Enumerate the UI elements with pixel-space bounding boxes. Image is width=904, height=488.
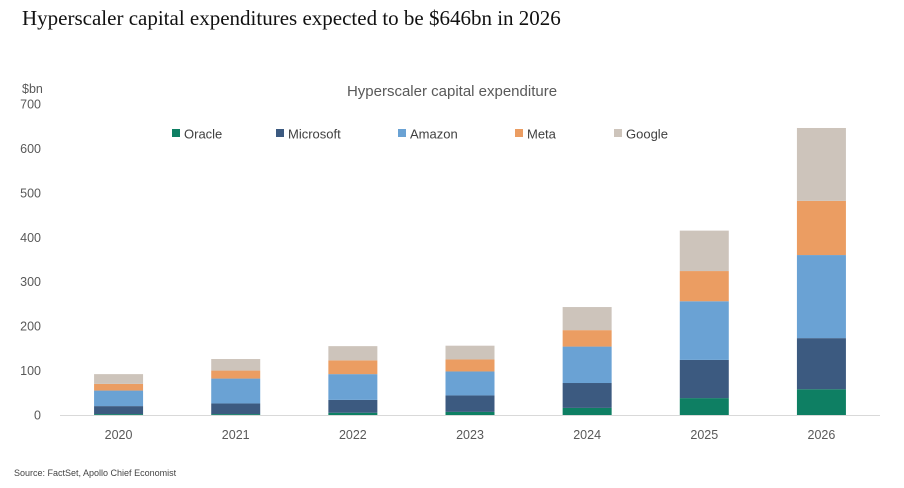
x-axis-ticks: 2020 2021 2022 2023 2024 2025 2026: [105, 428, 836, 442]
y-tick-label: 100: [20, 364, 41, 378]
bar-google-2022: [328, 346, 378, 361]
x-tick-label: 2025: [690, 428, 718, 442]
bar-meta-2023: [445, 359, 495, 372]
legend-swatch-meta: [515, 129, 523, 137]
source-note: Source: FactSet, Apollo Chief Economist: [14, 468, 177, 478]
bar-google-2020: [94, 374, 144, 384]
bar-meta-2021: [211, 370, 261, 379]
legend-label-oracle: Oracle: [184, 127, 222, 142]
bar-meta-2024: [562, 330, 612, 347]
y-tick-label: 700: [20, 98, 41, 112]
bar-microsoft-2022: [328, 399, 378, 413]
x-tick-label: 2024: [573, 428, 601, 442]
bar-microsoft-2025: [679, 359, 729, 399]
legend-swatch-google: [614, 129, 622, 137]
y-tick-label: 600: [20, 142, 41, 156]
bars: [94, 127, 846, 415]
page-headline: Hyperscaler capital expenditures expecte…: [22, 6, 561, 30]
legend-swatch-microsoft: [276, 129, 284, 137]
legend-label-microsoft: Microsoft: [288, 127, 341, 142]
legend-label-meta: Meta: [527, 127, 557, 142]
bar-amazon-2021: [211, 378, 261, 404]
bar-google-2023: [445, 345, 495, 360]
y-axis-ticks: 0 100 200 300 400 500 600 700: [20, 98, 41, 423]
bar-microsoft-2021: [211, 403, 261, 415]
bar-oracle-2021: [211, 414, 261, 415]
bar-oracle-2020: [94, 414, 144, 415]
bar-google-2024: [562, 307, 612, 331]
y-tick-label: 300: [20, 275, 41, 289]
bar-google-2021: [211, 359, 261, 371]
bar-oracle-2025: [679, 398, 729, 415]
legend-label-google: Google: [626, 127, 668, 142]
bar-amazon-2025: [679, 301, 729, 360]
y-tick-label: 200: [20, 320, 41, 334]
bar-oracle-2023: [445, 411, 495, 415]
bar-meta-2020: [94, 383, 144, 391]
bar-microsoft-2026: [796, 338, 846, 390]
stacked-bar-chart: Hyperscaler capital expenditure $bn 0 100…: [20, 82, 880, 442]
bar-amazon-2020: [94, 390, 144, 407]
y-tick-label: 400: [20, 231, 41, 245]
bar-meta-2026: [796, 200, 846, 256]
bar-microsoft-2023: [445, 395, 495, 412]
y-tick-label: 0: [34, 409, 41, 423]
legend-swatch-amazon: [398, 129, 406, 137]
legend: Oracle Microsoft Amazon Meta Google: [172, 127, 668, 142]
bar-amazon-2023: [445, 371, 495, 396]
bar-meta-2025: [679, 271, 729, 302]
bar-oracle-2024: [562, 407, 612, 415]
legend-label-amazon: Amazon: [410, 127, 458, 142]
x-tick-label: 2022: [339, 428, 367, 442]
x-tick-label: 2023: [456, 428, 484, 442]
x-tick-label: 2026: [808, 428, 836, 442]
bar-amazon-2024: [562, 346, 612, 384]
y-tick-label: 500: [20, 186, 41, 200]
bar-microsoft-2020: [94, 406, 144, 415]
y-axis-unit-label: $bn: [22, 82, 43, 96]
bar-microsoft-2024: [562, 383, 612, 408]
bar-amazon-2022: [328, 374, 378, 400]
chart-title: Hyperscaler capital expenditure: [347, 83, 557, 100]
bar-amazon-2026: [796, 255, 846, 339]
bar-oracle-2022: [328, 412, 378, 415]
x-tick-label: 2020: [105, 428, 133, 442]
legend-swatch-oracle: [172, 129, 180, 137]
x-tick-label: 2021: [222, 428, 250, 442]
bar-google-2026: [796, 127, 846, 201]
bar-meta-2022: [328, 360, 378, 375]
bar-oracle-2026: [796, 389, 846, 415]
bar-google-2025: [679, 230, 729, 272]
